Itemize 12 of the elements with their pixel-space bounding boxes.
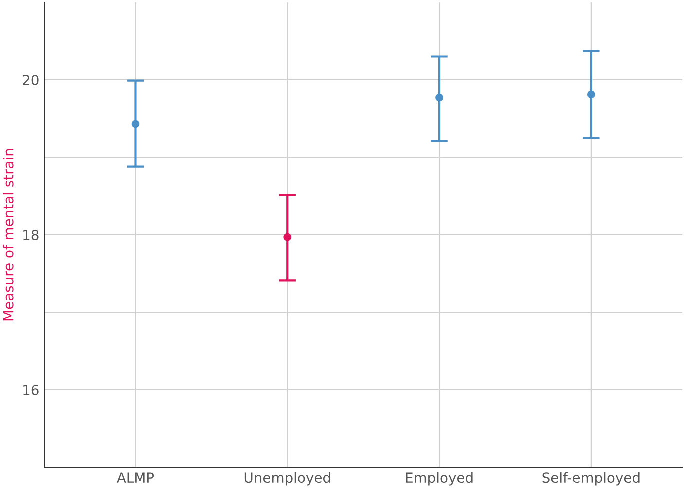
y-tick-label: 16 bbox=[24, 384, 39, 396]
x-tick-label: Self-employed bbox=[542, 472, 640, 486]
x-tick-label: Unemployed bbox=[244, 472, 330, 486]
x-tick-label: ALMP bbox=[117, 472, 154, 483]
point bbox=[132, 120, 140, 128]
point bbox=[436, 94, 444, 102]
x-tick-label: Employed bbox=[406, 472, 473, 486]
y-axis-title: Measure of mental strain bbox=[3, 149, 14, 321]
y-tick-label: 20 bbox=[23, 74, 39, 86]
point bbox=[587, 90, 596, 99]
point bbox=[284, 233, 292, 242]
y-tick-label: 18 bbox=[24, 230, 39, 240]
